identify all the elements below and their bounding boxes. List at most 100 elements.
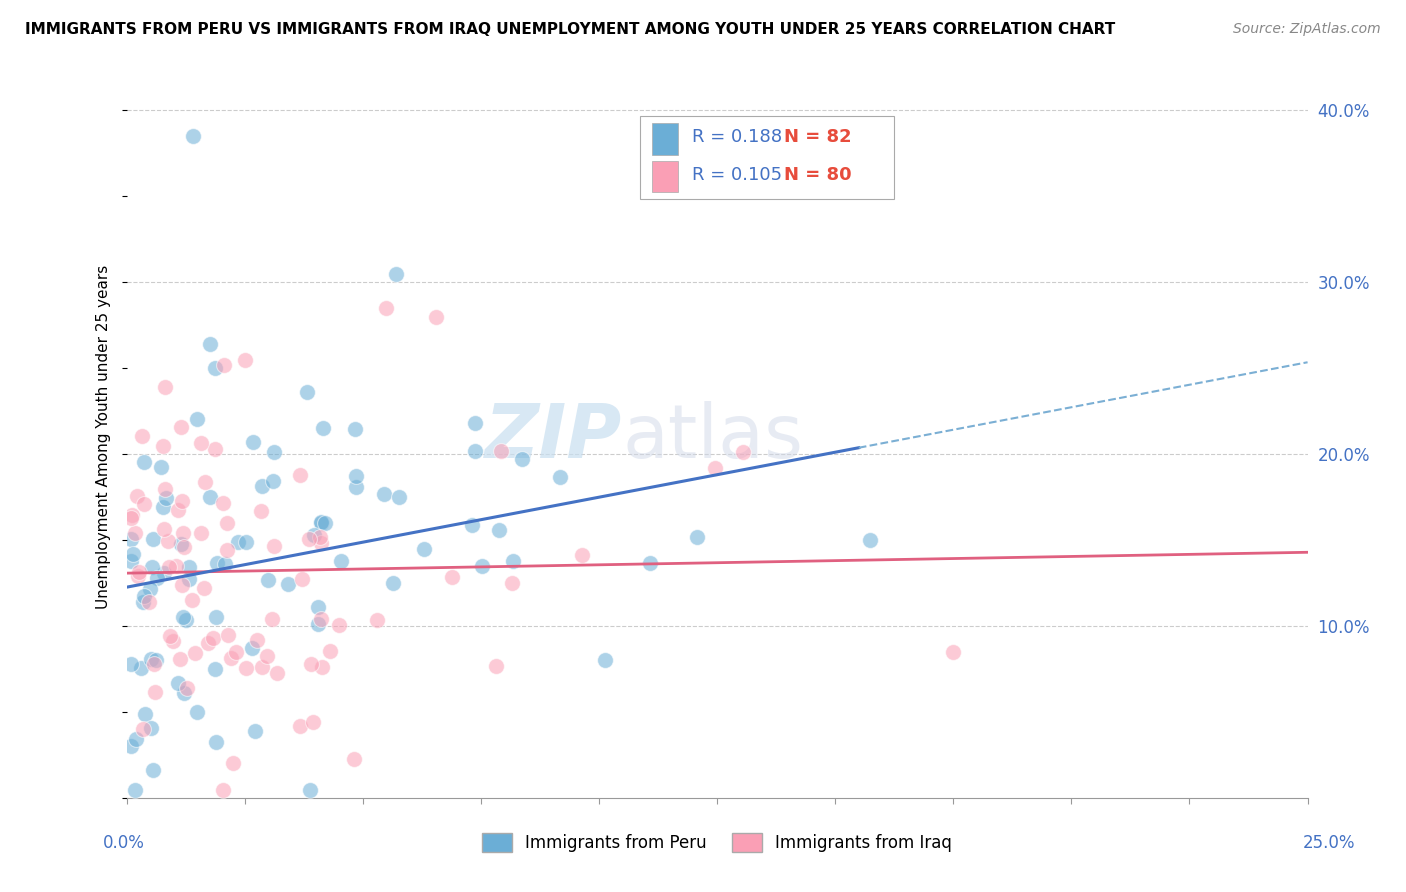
- Point: [120, 511, 142, 525]
- Point: [686, 530, 709, 544]
- Point: [134, 706, 156, 721]
- Point: [180, 592, 202, 607]
- Point: [246, 633, 269, 648]
- Text: 0.0%: 0.0%: [103, 834, 145, 852]
- Point: [129, 661, 152, 675]
- Point: [179, 572, 201, 586]
- Point: [152, 500, 174, 515]
- Point: [132, 455, 155, 469]
- Point: [204, 662, 226, 676]
- Point: [204, 442, 226, 456]
- Bar: [652, 123, 678, 154]
- Point: [159, 629, 181, 643]
- Point: [170, 494, 193, 508]
- Point: [311, 421, 333, 435]
- Point: [319, 644, 342, 658]
- Point: [170, 537, 193, 551]
- Point: [291, 572, 314, 586]
- Point: [235, 535, 257, 549]
- Point: [169, 651, 191, 665]
- Point: [201, 631, 224, 645]
- Point: [222, 756, 245, 771]
- Point: [502, 554, 524, 568]
- Point: [638, 556, 661, 570]
- Point: [250, 479, 273, 493]
- Point: [295, 384, 318, 399]
- Point: [186, 705, 208, 719]
- Point: [343, 422, 366, 436]
- Point: [485, 658, 508, 673]
- Point: [198, 337, 221, 351]
- Point: [174, 614, 197, 628]
- Point: [139, 652, 162, 666]
- Point: [464, 443, 486, 458]
- Point: [307, 599, 329, 614]
- Point: [162, 633, 184, 648]
- Point: [165, 559, 187, 574]
- Point: [510, 451, 533, 466]
- Point: [235, 661, 257, 675]
- Point: [125, 489, 148, 503]
- Point: [733, 445, 755, 459]
- Point: [441, 570, 464, 584]
- Point: [153, 379, 176, 393]
- Point: [124, 782, 146, 797]
- Point: [138, 595, 160, 609]
- Point: [120, 532, 142, 546]
- Point: [413, 542, 436, 557]
- Point: [571, 549, 593, 563]
- Point: [228, 534, 250, 549]
- Y-axis label: Unemployment Among Youth under 25 years: Unemployment Among Youth under 25 years: [96, 265, 111, 609]
- Text: 25.0%: 25.0%: [1302, 834, 1355, 852]
- Point: [128, 565, 150, 579]
- Point: [242, 435, 264, 450]
- Point: [152, 438, 174, 452]
- Point: [120, 739, 142, 754]
- Point: [145, 653, 167, 667]
- Point: [256, 574, 278, 588]
- Point: [859, 533, 882, 547]
- Point: [344, 468, 367, 483]
- Text: N = 80: N = 80: [785, 166, 852, 184]
- Point: [366, 614, 388, 628]
- Point: [146, 571, 169, 585]
- Point: [250, 660, 273, 674]
- Point: [225, 645, 247, 659]
- Point: [425, 310, 447, 325]
- Point: [153, 482, 176, 496]
- Point: [464, 416, 486, 430]
- Point: [170, 577, 193, 591]
- Point: [250, 504, 273, 518]
- Point: [593, 653, 616, 667]
- Point: [131, 429, 153, 443]
- Text: atlas: atlas: [623, 401, 804, 474]
- Point: [373, 487, 395, 501]
- Point: [143, 685, 166, 699]
- Point: [488, 524, 510, 538]
- Point: [157, 534, 180, 549]
- Point: [211, 496, 233, 510]
- Point: [550, 470, 572, 484]
- Point: [328, 618, 350, 632]
- Point: [141, 560, 163, 574]
- Point: [149, 460, 172, 475]
- Point: [193, 582, 215, 596]
- Point: [169, 420, 191, 434]
- Point: [277, 577, 299, 591]
- Point: [131, 595, 153, 609]
- Point: [173, 540, 195, 554]
- Point: [177, 559, 200, 574]
- Point: [131, 723, 153, 737]
- Point: [120, 657, 142, 671]
- Point: [309, 515, 332, 529]
- Point: [121, 508, 143, 523]
- Text: R = 0.105: R = 0.105: [692, 166, 782, 184]
- Point: [197, 636, 219, 650]
- Point: [233, 353, 256, 368]
- Point: [329, 554, 352, 568]
- Point: [194, 475, 217, 490]
- Point: [262, 612, 284, 626]
- Point: [217, 628, 239, 642]
- Point: [205, 735, 228, 749]
- Point: [205, 556, 228, 570]
